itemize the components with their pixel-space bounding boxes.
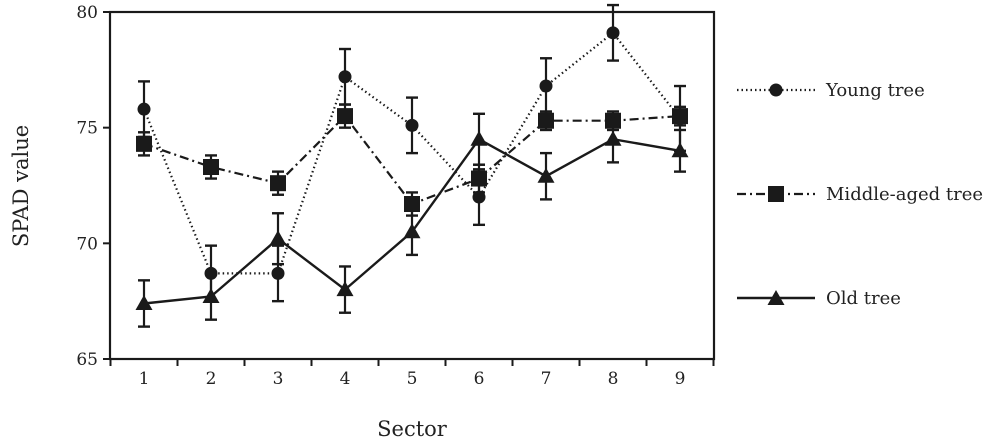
legend-marker-middle-aged-tree xyxy=(768,186,784,202)
data-point xyxy=(471,170,487,187)
data-point xyxy=(269,230,287,246)
x-tick-label: 7 xyxy=(541,369,552,389)
x-tick-label: 5 xyxy=(407,369,418,389)
data-point xyxy=(135,294,153,310)
data-point xyxy=(338,70,352,84)
plot-frame xyxy=(108,10,716,361)
series-middle-aged-tree xyxy=(136,103,688,217)
data-point xyxy=(203,158,219,175)
y-tick-label: 70 xyxy=(76,234,98,254)
data-point xyxy=(537,167,555,183)
legend-marker-young-tree xyxy=(769,83,783,97)
series-young-tree xyxy=(137,3,687,303)
y-tick-label: 65 xyxy=(76,350,98,370)
x-tick-label: 9 xyxy=(675,369,686,389)
data-point xyxy=(271,266,285,280)
legend-label-middle-aged-tree: Middle-aged tree xyxy=(826,184,983,205)
legend-item-young-tree: Young tree xyxy=(737,80,925,101)
data-point xyxy=(470,130,488,146)
legend-marker-old-tree xyxy=(767,290,785,305)
legend-label-young-tree: Young tree xyxy=(825,80,925,101)
x-tick-label: 8 xyxy=(608,369,619,389)
axis-ticks: 65 70 75 80 1 2 3 4 5 6 7 8 9 xyxy=(76,3,715,389)
x-tick-label: 3 xyxy=(273,369,284,389)
data-point xyxy=(472,190,486,204)
x-tick-label: 1 xyxy=(139,369,150,389)
data-point xyxy=(671,142,689,158)
legend-item-old-tree: Old tree xyxy=(737,288,901,309)
data-point xyxy=(403,223,421,239)
y-tick-label: 80 xyxy=(76,3,98,23)
series-line xyxy=(142,31,681,275)
series-old-tree xyxy=(135,112,689,328)
data-point xyxy=(202,288,220,304)
series-layer xyxy=(135,3,689,328)
y-tick-label: 75 xyxy=(76,119,98,139)
legend-label-old-tree: Old tree xyxy=(826,288,901,309)
x-tick-label: 2 xyxy=(206,369,217,389)
data-point xyxy=(538,112,554,129)
x-tick-label: 4 xyxy=(340,369,351,389)
x-tick-label: 6 xyxy=(474,369,485,389)
legend: Young tree Middle-aged tree Old tree xyxy=(737,80,983,309)
data-point xyxy=(672,108,688,125)
data-point xyxy=(336,281,354,297)
data-point xyxy=(270,175,286,192)
data-point xyxy=(604,130,622,146)
data-point xyxy=(405,118,419,132)
data-point xyxy=(137,102,151,116)
data-point xyxy=(606,26,620,40)
legend-item-middle-aged-tree: Middle-aged tree xyxy=(737,184,983,205)
data-point xyxy=(539,79,553,93)
data-point xyxy=(136,135,152,152)
x-axis-title: Sector xyxy=(377,417,448,441)
data-point xyxy=(337,108,353,125)
y-axis-title: SPAD value xyxy=(9,125,33,247)
